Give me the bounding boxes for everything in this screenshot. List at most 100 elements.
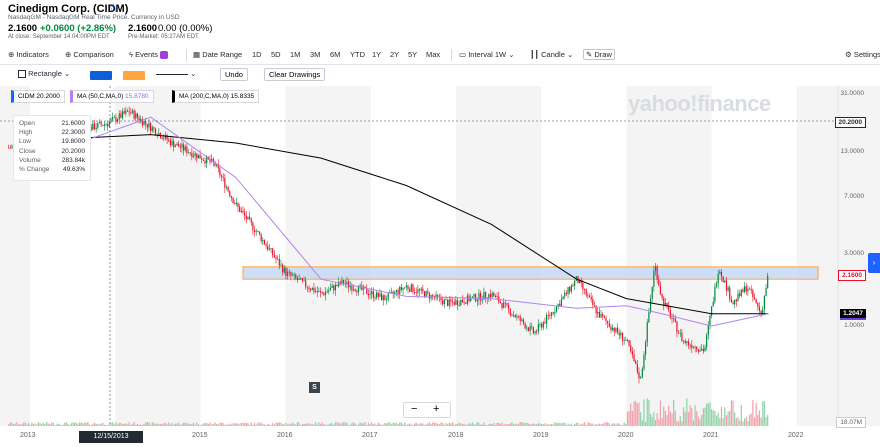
x-tick: 2013 xyxy=(20,432,36,439)
range-6m[interactable]: 6M xyxy=(330,50,341,59)
range-max[interactable]: Max xyxy=(426,50,441,59)
range-1y[interactable]: 1Y xyxy=(372,50,382,59)
candle-body xyxy=(620,332,622,336)
volume-bar xyxy=(407,424,409,426)
undo-button[interactable]: Undo xyxy=(220,68,248,81)
low-value: 19.8000 xyxy=(61,138,86,146)
shape-dropdown[interactable]: Rectangle ⌄ xyxy=(18,69,70,79)
volume-bar xyxy=(285,422,287,426)
candle-body xyxy=(621,332,624,341)
candle-body xyxy=(324,291,327,296)
candle-body xyxy=(499,302,501,303)
chart-type-dropdown[interactable]: ┃┃ Candle ⌄ xyxy=(530,50,573,59)
legend-ma50[interactable]: MA (50,C,MA,0) 15.8780 xyxy=(70,90,154,103)
volume-bar xyxy=(458,422,460,426)
volume-bar xyxy=(519,422,521,426)
interval-dropdown[interactable]: ▭ Interval 1W ⌄ xyxy=(459,50,515,59)
candle-body xyxy=(440,297,442,301)
volume-bar xyxy=(651,417,653,426)
volume-bar xyxy=(719,418,721,426)
volume-bar xyxy=(463,423,465,426)
fill-color-swatch[interactable] xyxy=(90,71,112,80)
volume-bar xyxy=(729,410,731,426)
date-range-label: Date Range xyxy=(202,50,243,59)
indicators-label: Indicators xyxy=(16,50,49,59)
volume-bar xyxy=(752,400,754,426)
volume-bar xyxy=(638,402,640,426)
range-1m[interactable]: 1M xyxy=(290,50,301,59)
clear-drawings-button[interactable]: Clear Drawings xyxy=(264,68,326,81)
indicators-button[interactable]: ⊕ Indicators xyxy=(8,50,49,59)
volume-bar xyxy=(605,422,607,426)
volume-bar xyxy=(282,423,284,426)
candle-body xyxy=(653,270,655,287)
range-2y[interactable]: 2Y xyxy=(390,50,400,59)
candle-body xyxy=(367,293,369,296)
legend-symbol[interactable]: CIDM 20.2000 xyxy=(11,90,65,103)
y-tick: 13.0000 xyxy=(840,148,865,155)
volume-bar xyxy=(11,422,13,426)
volume-bar xyxy=(202,423,204,426)
volume-bar xyxy=(173,424,175,426)
range-5y[interactable]: 5Y xyxy=(408,50,418,59)
volume-bar xyxy=(455,424,457,426)
volume-bar xyxy=(290,424,292,426)
volume-bar xyxy=(668,405,670,426)
volume-bar xyxy=(366,424,368,426)
candle-body xyxy=(651,286,653,299)
candle-body xyxy=(666,303,668,306)
crosshair-price-tag: 20.2000 xyxy=(834,117,866,128)
candle-body xyxy=(290,272,292,276)
range-3m[interactable]: 3M xyxy=(310,50,321,59)
draw-button[interactable]: ✎ Draw xyxy=(583,49,615,60)
split-event-marker[interactable]: S xyxy=(309,382,320,393)
volume-bar xyxy=(333,424,335,426)
candle-body xyxy=(412,284,414,293)
volume-bar xyxy=(260,422,262,426)
volume-bar xyxy=(300,424,302,426)
legend-ma50-value: 15.8780 xyxy=(125,93,149,100)
candle-body xyxy=(372,291,374,298)
watchlist-star-icon[interactable]: ☆ xyxy=(108,1,119,15)
settings-button[interactable]: ⚙ Settings xyxy=(845,50,880,59)
candle-body xyxy=(740,289,742,296)
candle-body xyxy=(640,377,642,379)
volume-bar xyxy=(595,423,597,426)
volume-bar xyxy=(565,424,567,426)
volume-bar xyxy=(242,423,244,426)
candle-body xyxy=(282,264,284,273)
volume-bar xyxy=(113,424,115,426)
comparison-button[interactable]: ⊕ Comparison xyxy=(65,50,114,59)
events-badge-icon xyxy=(160,51,169,60)
legend-ma200[interactable]: MA (200,C,MA,0) 15.8335 xyxy=(172,90,260,103)
price-chart[interactable] xyxy=(0,86,880,426)
volume-bar xyxy=(682,407,685,426)
volume-bar xyxy=(509,423,511,426)
volume-bar xyxy=(521,422,523,426)
candle-body xyxy=(417,289,419,293)
candle-body xyxy=(725,280,728,291)
candle-body xyxy=(303,280,305,282)
date-range-button[interactable]: ▦ Date Range xyxy=(193,50,242,59)
line-color-swatch[interactable] xyxy=(123,71,145,80)
volume-bar xyxy=(428,422,431,426)
line-style-dropdown[interactable]: ⌄ xyxy=(156,69,196,78)
zoom-out-icon[interactable]: − xyxy=(411,403,418,415)
zoom-in-icon[interactable]: + xyxy=(433,403,440,415)
range-ytd[interactable]: YTD xyxy=(350,50,365,59)
range-5d[interactable]: 5D xyxy=(271,50,281,59)
volume-bar xyxy=(570,423,572,426)
volume-bar xyxy=(123,423,125,426)
volume-bar xyxy=(539,423,541,426)
candle-body xyxy=(539,324,541,325)
volume-bar xyxy=(686,398,688,426)
volume-bar xyxy=(659,400,662,426)
chart-toolbar: ⊕ Indicators ⊕ Comparison ϟ Events ▦ Dat… xyxy=(0,45,880,65)
events-button[interactable]: ϟ Events xyxy=(129,50,169,60)
candle-body xyxy=(240,210,242,212)
year-band xyxy=(456,86,542,426)
expand-panel-chevron-icon[interactable]: › xyxy=(868,253,880,273)
range-1d[interactable]: 1D xyxy=(252,50,262,59)
candle-body xyxy=(252,222,254,231)
volume-bar xyxy=(418,423,421,426)
